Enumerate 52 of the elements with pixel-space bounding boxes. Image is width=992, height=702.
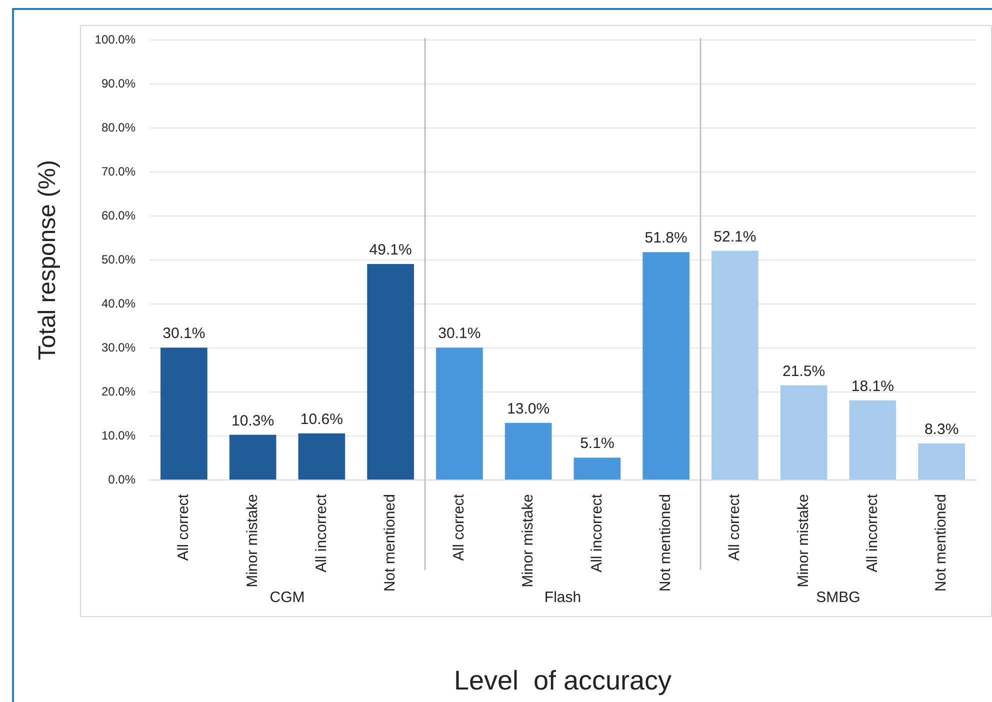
- bar: [574, 458, 621, 480]
- text: Flash: [544, 589, 582, 606]
- data-label: 30.1%: [438, 325, 481, 342]
- x-tick-label: Minor mistake: [244, 494, 261, 588]
- bar: [849, 400, 896, 480]
- bar: [642, 252, 690, 480]
- data-label: 52.1%: [714, 228, 756, 246]
- x-tick-label: Not mentioned: [657, 494, 674, 592]
- data-label: 5.1%: [580, 435, 614, 452]
- x-tick-label: Not mentioned: [932, 494, 950, 592]
- data-label: 30.1%: [162, 325, 206, 342]
- data-label: 21.5%: [782, 363, 826, 380]
- y-axis-title: Total response (%): [34, 160, 62, 360]
- data-label: 13.0%: [507, 400, 550, 418]
- bar: [504, 422, 552, 480]
- bar: [780, 385, 828, 480]
- data-label: 51.8%: [644, 230, 688, 247]
- bar: [918, 444, 965, 480]
- y-tick-label: 40.0%: [101, 296, 136, 310]
- x-tick-label: Minor mistake: [519, 494, 536, 588]
- data-label: 10.3%: [232, 412, 274, 430]
- x-tick-label: Not mentioned: [382, 494, 399, 592]
- x-tick-label: All correct: [450, 493, 468, 561]
- x-tick-label: Minor mistake: [794, 494, 812, 588]
- y-tick-label: 20.0%: [101, 384, 136, 398]
- data-label: 10.6%: [300, 411, 343, 428]
- x-tick-label: All incorrect: [864, 493, 881, 572]
- x-tick-label: All correct: [175, 493, 192, 561]
- data-label: 18.1%: [851, 378, 894, 396]
- bar: [367, 264, 414, 480]
- y-tick-label: 0.0%: [108, 472, 136, 486]
- y-tick-label: 60.0%: [101, 208, 136, 222]
- data-label: 49.1%: [369, 242, 412, 259]
- y-tick-label: 80.0%: [101, 120, 136, 134]
- x-tick-label: All incorrect: [588, 493, 606, 572]
- bar: [160, 348, 208, 480]
- bar: [229, 434, 276, 480]
- y-tick-label: 30.0%: [101, 340, 136, 354]
- bar: [436, 348, 483, 480]
- x-tick-label: All correct: [726, 493, 744, 561]
- text: CGM: [270, 589, 305, 606]
- y-tick-label: 70.0%: [101, 164, 136, 178]
- y-tick-label: 50.0%: [101, 252, 136, 266]
- y-tick-label: 90.0%: [101, 76, 136, 90]
- x-tick-label: All incorrect: [312, 493, 330, 572]
- y-tick-label: 100.0%: [94, 32, 136, 46]
- bar: [712, 250, 758, 480]
- bar: [298, 433, 346, 480]
- y-tick-label: 10.0%: [101, 428, 136, 442]
- text: SMBG: [816, 589, 860, 606]
- data-label: 8.3%: [924, 421, 959, 438]
- x-axis-title: Level of accuracy: [454, 665, 672, 696]
